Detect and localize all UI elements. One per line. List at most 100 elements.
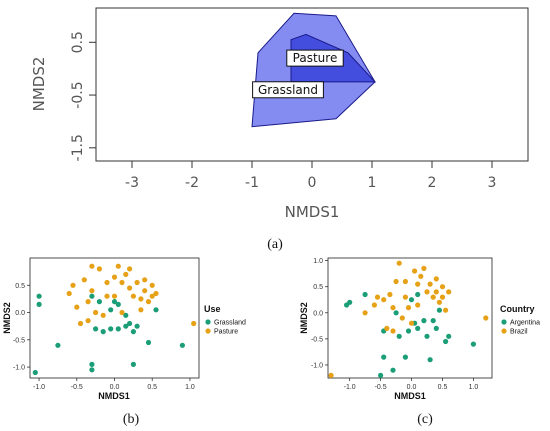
panel-b-x-axis-title: NMDS1 bbox=[98, 391, 130, 401]
point-grassland bbox=[100, 329, 106, 335]
point-grassland bbox=[55, 342, 61, 348]
point-pasture bbox=[142, 277, 148, 283]
point-pasture bbox=[142, 288, 148, 294]
point-grassland bbox=[111, 299, 118, 305]
point-brazil bbox=[424, 289, 430, 295]
panel-b-caption: (b) bbox=[123, 412, 140, 427]
point-pasture bbox=[134, 279, 140, 286]
point-grassland bbox=[89, 367, 95, 373]
point-brazil bbox=[415, 302, 421, 308]
point-brazil bbox=[418, 273, 424, 279]
point-brazil bbox=[433, 276, 439, 282]
point-brazil bbox=[415, 281, 421, 287]
point-pasture bbox=[93, 309, 99, 316]
point-brazil bbox=[405, 305, 412, 311]
hull-label-pasture: Pasture bbox=[286, 49, 344, 67]
point-brazil bbox=[390, 305, 396, 311]
legend-label-grassland: Grassland bbox=[214, 320, 246, 327]
point-pasture bbox=[115, 263, 121, 269]
panel-a-x-tick-label: 3 bbox=[488, 175, 497, 191]
panel-a-plot: Pasture Grassland -3 -2 -1 0 1 2 3 0.5 -0.5 -1.5 N… bbox=[30, 7, 529, 252]
panel-a-x-tick-label: -3 bbox=[125, 175, 139, 191]
point-argentina bbox=[378, 372, 384, 378]
x-tick-label: 0.5 bbox=[438, 384, 448, 391]
point-argentina bbox=[408, 297, 415, 303]
panel-b-plot: -1.0 -0.5 0.0 0.5 1.0 -1.0 -0.5 0.0 0.5 NMDS1 NM… bbox=[2, 257, 246, 427]
point-brazil bbox=[384, 325, 390, 331]
point-pasture bbox=[77, 320, 84, 327]
point-argentina bbox=[424, 333, 430, 339]
legend-label-pasture: Pasture bbox=[214, 329, 238, 336]
panel-c-legend-title: Country bbox=[500, 304, 535, 314]
point-pasture bbox=[127, 285, 133, 291]
point-grassland bbox=[89, 293, 95, 299]
x-tick-label: 1.0 bbox=[469, 384, 479, 391]
x-tick-label: 0.0 bbox=[407, 384, 417, 391]
point-pasture bbox=[127, 266, 133, 272]
hull-label-grassland: Grassland bbox=[252, 81, 324, 99]
point-pasture bbox=[111, 293, 118, 299]
hull-label-box bbox=[286, 49, 344, 67]
x-tick-label: 0.5 bbox=[147, 384, 157, 391]
y-tick-label: 0.0 bbox=[15, 310, 25, 317]
point-brazil bbox=[433, 289, 439, 295]
point-grassland bbox=[93, 326, 99, 332]
point-argentina bbox=[446, 333, 452, 339]
point-brazil bbox=[328, 372, 334, 378]
point-grassland bbox=[36, 293, 42, 299]
point-pasture bbox=[74, 304, 80, 310]
point-grassland bbox=[123, 312, 129, 318]
panel-c-plot: -1.0 -0.5 0.0 0.5 1.0 -1.0 -0.5 0.0 0.5 1.0 NMDS1… bbox=[299, 257, 540, 427]
panel-b-y-axis-title: NMDS2 bbox=[2, 302, 12, 334]
panel-a-x-tick-label: 1 bbox=[368, 175, 377, 191]
point-argentina bbox=[436, 307, 442, 313]
point-brazil bbox=[412, 268, 418, 274]
point-brazil bbox=[371, 302, 377, 308]
point-pasture bbox=[89, 263, 95, 269]
point-pasture bbox=[119, 309, 125, 316]
point-pasture bbox=[130, 293, 136, 299]
y-tick-label: 0.5 bbox=[313, 284, 323, 291]
panel-b-legend-title: Use bbox=[204, 304, 221, 314]
point-argentina bbox=[430, 318, 436, 324]
point-argentina bbox=[421, 318, 427, 324]
hull-label-text: Pasture bbox=[293, 51, 338, 65]
point-grassland bbox=[179, 342, 185, 348]
panel-a-x-tick-label: -1 bbox=[245, 175, 259, 191]
y-tick-label: -0.5 bbox=[311, 336, 323, 343]
point-argentina bbox=[427, 357, 433, 363]
point-argentina bbox=[405, 328, 412, 334]
point-argentina bbox=[415, 291, 421, 298]
point-pasture bbox=[100, 312, 106, 318]
point-pasture bbox=[81, 277, 87, 283]
legend-label-brazil: Brazil bbox=[510, 329, 528, 336]
point-grassland bbox=[134, 323, 140, 329]
point-grassland bbox=[123, 323, 129, 329]
point-grassland bbox=[153, 307, 159, 313]
point-grassland bbox=[130, 361, 136, 367]
point-pasture bbox=[104, 293, 110, 299]
panel-a-x-tick-label: 2 bbox=[428, 175, 437, 191]
x-tick-label: -1.0 bbox=[344, 384, 356, 391]
point-brazil bbox=[439, 284, 446, 290]
point-pasture bbox=[119, 279, 125, 286]
x-tick-label: 0.0 bbox=[110, 384, 120, 391]
x-tick-label: 1.0 bbox=[185, 384, 195, 391]
point-pasture bbox=[149, 293, 155, 299]
panel-a-caption: (a) bbox=[267, 237, 283, 252]
y-tick-label: -1.0 bbox=[311, 362, 323, 369]
point-pasture bbox=[96, 266, 102, 272]
point-pasture bbox=[138, 296, 144, 302]
panel-c-y-axis-title: NMDS2 bbox=[299, 302, 309, 334]
point-grassland bbox=[127, 320, 133, 327]
y-tick-label: -0.5 bbox=[13, 337, 25, 344]
x-tick-label: -1.0 bbox=[33, 384, 45, 391]
point-grassland bbox=[96, 299, 102, 305]
point-brazil bbox=[427, 281, 433, 287]
point-argentina bbox=[433, 325, 439, 331]
point-brazil bbox=[402, 278, 408, 285]
point-argentina bbox=[362, 291, 368, 298]
point-pasture bbox=[111, 274, 118, 280]
point-grassland bbox=[145, 339, 152, 346]
